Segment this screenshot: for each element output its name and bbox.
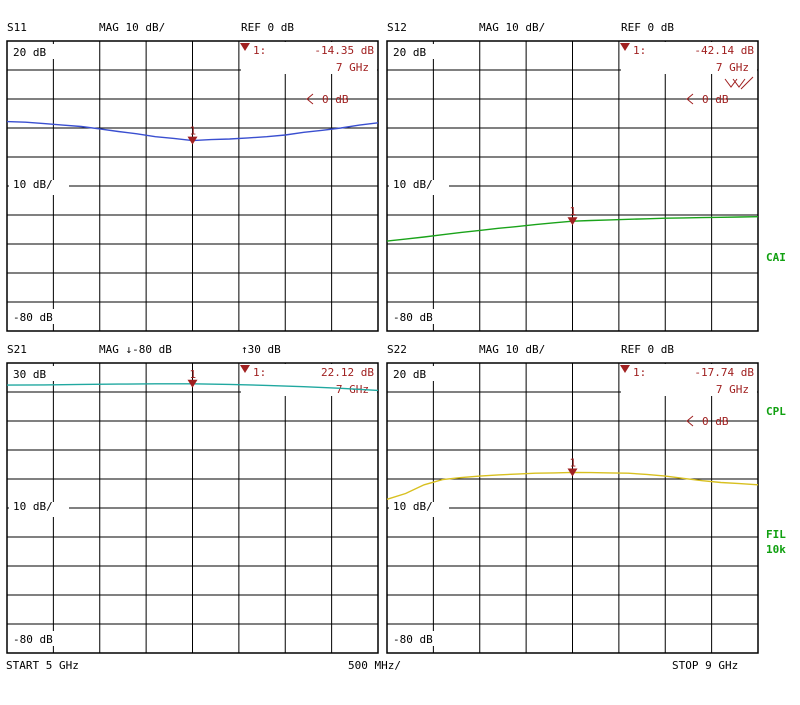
marker-readout-icon bbox=[620, 43, 630, 51]
label-mask bbox=[241, 42, 377, 74]
panel-s12: S12 MAG 10 dB/REF 0 dB 20 dB 10 dB/ -80 dB 1:… bbox=[386, 21, 759, 332]
label-mask bbox=[9, 366, 61, 381]
side-label-cal: CAI bbox=[766, 251, 786, 264]
ref-level-label: 0 dB bbox=[702, 93, 729, 106]
scale-label: MAG 10 dB/ bbox=[479, 343, 545, 356]
trace-title: S12 bbox=[387, 21, 407, 34]
label-mask bbox=[389, 502, 449, 517]
tick-label-middle: 10 dB/ bbox=[393, 178, 433, 191]
tick-label-top: 30 dB bbox=[13, 368, 46, 381]
tick-label-middle: 10 dB/ bbox=[13, 500, 53, 513]
ref-level-arrow-icon bbox=[686, 93, 694, 105]
ref-label: ↑30 dB bbox=[241, 343, 281, 356]
label-mask bbox=[241, 364, 377, 396]
trace-marker-icon bbox=[567, 217, 578, 226]
trace-marker-number: 1 bbox=[570, 456, 577, 469]
ref-level-arrow-icon bbox=[306, 93, 314, 105]
tick-label-middle: 10 dB/ bbox=[393, 500, 433, 513]
marker-value: -17.74 dB bbox=[694, 366, 754, 379]
tick-label-top: 20 dB bbox=[13, 46, 46, 59]
scale-label: MAG 10 dB/ bbox=[479, 21, 545, 34]
side-label-cpl: CPL bbox=[766, 405, 786, 418]
marker-frequency: 7 GHz bbox=[716, 61, 749, 74]
label-mask bbox=[9, 309, 67, 324]
footer-span: 500 MHz/ bbox=[348, 659, 401, 672]
tick-label-middle: 10 dB/ bbox=[13, 178, 53, 191]
marker-label: 1: bbox=[253, 44, 266, 57]
label-mask bbox=[389, 44, 441, 59]
tick-label-bottom: -80 dB bbox=[393, 633, 433, 646]
panel-s11: S11 MAG 10 dB/REF 0 dB 20 dB 10 dB/ -80 dB 1:… bbox=[6, 21, 379, 332]
marker-label: 1: bbox=[253, 366, 266, 379]
ref-level-arrow-icon bbox=[686, 415, 694, 427]
trace-marker-number: 1 bbox=[190, 125, 197, 138]
ref-label: REF 0 dB bbox=[621, 21, 674, 34]
marker-readout-icon bbox=[620, 365, 630, 373]
trace-marker-number: 1 bbox=[570, 205, 577, 218]
tick-label-top: 20 dB bbox=[393, 46, 426, 59]
tick-label-bottom: -80 dB bbox=[13, 633, 53, 646]
label-mask bbox=[389, 631, 447, 646]
trace-marker-icon bbox=[567, 468, 578, 477]
side-label-fil-bw: 10k bbox=[766, 543, 786, 556]
trace-marker-icon bbox=[187, 136, 198, 145]
marker-value: -42.14 dB bbox=[694, 44, 754, 57]
ref-level-label: 0 dB bbox=[702, 415, 729, 428]
marker-readout-icon bbox=[240, 365, 250, 373]
footer-start: START 5 GHz bbox=[6, 659, 79, 672]
marker-frequency: 7 GHz bbox=[716, 383, 749, 396]
marker-readout-icon bbox=[240, 43, 250, 51]
label-mask bbox=[621, 364, 757, 396]
marker-frequency: 7 GHz bbox=[336, 61, 369, 74]
trace-title: S22 bbox=[387, 343, 407, 356]
panel-s21: S21 MAG ↓-80 dB ↑30 dB 30 dB 10 dB/ -80 dB 1: 2… bbox=[6, 343, 379, 654]
label-mask bbox=[9, 180, 69, 195]
sweep-status-icon bbox=[724, 76, 754, 90]
ref-label: REF 0 dB bbox=[621, 343, 674, 356]
marker-label: 1: bbox=[633, 44, 646, 57]
trace-title: S11 bbox=[7, 21, 27, 34]
marker-value: 22.12 dB bbox=[321, 366, 374, 379]
label-mask bbox=[389, 309, 447, 324]
ref-level-label: 0 dB bbox=[322, 93, 349, 106]
side-label-fil: FIL bbox=[766, 528, 786, 541]
label-mask bbox=[389, 366, 441, 381]
label-mask bbox=[621, 42, 757, 74]
label-mask bbox=[9, 631, 67, 646]
tick-label-top: 20 dB bbox=[393, 368, 426, 381]
footer-stop: STOP 9 GHz bbox=[672, 659, 738, 672]
marker-label: 1: bbox=[633, 366, 646, 379]
trace-marker-icon bbox=[187, 379, 198, 388]
trace-marker-number: 1 bbox=[190, 368, 197, 381]
trace-title: S21 bbox=[7, 343, 27, 356]
label-mask bbox=[9, 44, 61, 59]
marker-value: -14.35 dB bbox=[314, 44, 374, 57]
tick-label-bottom: -80 dB bbox=[393, 311, 433, 324]
tick-label-bottom: -80 dB bbox=[13, 311, 53, 324]
scale-label: MAG ↓-80 dB bbox=[99, 343, 172, 356]
label-mask bbox=[389, 180, 449, 195]
label-mask bbox=[9, 502, 69, 517]
scale-label: MAG 10 dB/ bbox=[99, 21, 165, 34]
panel-s22: S22 MAG 10 dB/REF 0 dB 20 dB 10 dB/ -80 dB 1:… bbox=[386, 343, 759, 654]
ref-label: REF 0 dB bbox=[241, 21, 294, 34]
